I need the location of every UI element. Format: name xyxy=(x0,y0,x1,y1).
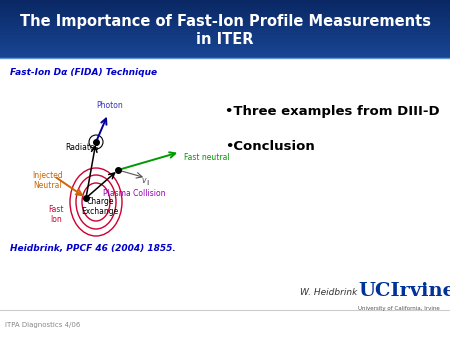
Text: UCIrvine: UCIrvine xyxy=(358,282,450,300)
Bar xyxy=(0,13,450,15)
Text: •Conclusion: •Conclusion xyxy=(225,140,315,153)
Text: Charge
Exchange: Charge Exchange xyxy=(81,197,119,216)
Bar xyxy=(0,55,450,57)
Bar xyxy=(0,15,450,17)
Bar xyxy=(0,17,450,19)
Bar xyxy=(0,10,450,12)
Bar xyxy=(0,54,450,55)
Text: Heidbrink, PPCF 46 (2004) 1855.: Heidbrink, PPCF 46 (2004) 1855. xyxy=(10,244,176,253)
Text: ITPA Diagnostics 4/06: ITPA Diagnostics 4/06 xyxy=(5,322,81,328)
Bar xyxy=(0,22,450,24)
Text: W. Heidbrink: W. Heidbrink xyxy=(300,288,357,297)
Text: Radiates: Radiates xyxy=(65,143,99,152)
Text: $v_{\parallel}$: $v_{\parallel}$ xyxy=(141,177,151,189)
Text: The Importance of Fast-Ion Profile Measurements: The Importance of Fast-Ion Profile Measu… xyxy=(19,14,431,29)
Text: University of California, Irvine: University of California, Irvine xyxy=(358,306,440,311)
Bar xyxy=(0,39,450,41)
Text: Injected
Neutral: Injected Neutral xyxy=(32,171,63,190)
Bar xyxy=(0,20,450,22)
Bar xyxy=(0,19,450,21)
Bar xyxy=(0,23,450,25)
Bar xyxy=(0,1,450,3)
Bar xyxy=(0,42,450,44)
Bar xyxy=(0,41,450,43)
Bar xyxy=(0,35,450,37)
Text: Photon: Photon xyxy=(97,101,123,110)
Text: Plasma Collision: Plasma Collision xyxy=(103,189,165,198)
Text: •Three examples from DIII-D: •Three examples from DIII-D xyxy=(225,105,440,118)
Bar xyxy=(0,0,450,2)
Bar xyxy=(0,29,450,31)
Bar xyxy=(0,3,450,5)
Bar xyxy=(0,11,450,14)
Bar xyxy=(0,7,450,9)
Bar xyxy=(0,48,450,50)
Bar xyxy=(0,25,450,27)
Bar xyxy=(0,26,450,28)
Bar xyxy=(0,49,450,51)
Bar xyxy=(0,33,450,35)
Bar xyxy=(0,46,450,48)
Bar xyxy=(0,36,450,38)
Bar xyxy=(0,9,450,11)
Bar xyxy=(0,45,450,47)
Text: Fast neutral: Fast neutral xyxy=(184,153,230,162)
Bar xyxy=(0,56,450,58)
Text: Fast-Ion Dα (FIDA) Technique: Fast-Ion Dα (FIDA) Technique xyxy=(10,68,157,77)
Bar xyxy=(0,52,450,54)
Bar xyxy=(0,38,450,40)
Bar xyxy=(0,30,450,32)
Bar xyxy=(0,4,450,6)
Text: in ITER: in ITER xyxy=(196,32,254,47)
Bar xyxy=(0,28,450,29)
Bar xyxy=(0,6,450,8)
Bar xyxy=(0,16,450,18)
Bar xyxy=(0,51,450,53)
Text: Fast
Ion: Fast Ion xyxy=(48,204,64,224)
Bar xyxy=(0,44,450,45)
Bar xyxy=(0,32,450,34)
